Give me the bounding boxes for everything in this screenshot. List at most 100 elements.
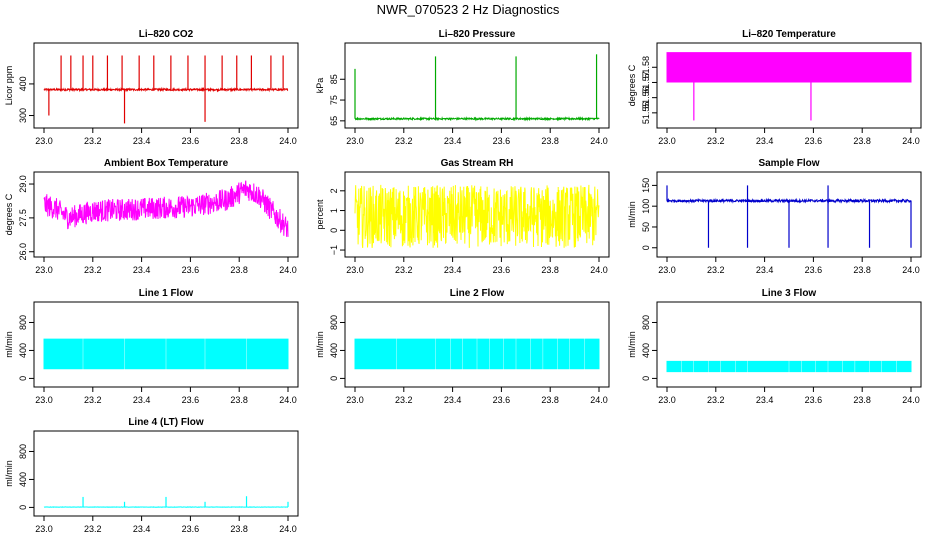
- x-tick-label: 23.6: [182, 395, 200, 405]
- panel-6: Sample Flow 23.0 23.2 23.4 23.6 23.8 24.0 0 50 10…: [627, 158, 922, 275]
- x-tick-label: 23.0: [35, 265, 53, 275]
- y-tick-label: 400: [18, 472, 28, 487]
- y-axis-label: degrees C: [627, 64, 637, 106]
- plot-frame: [33, 430, 299, 517]
- panel-title: Li–820 Temperature: [742, 29, 836, 40]
- y-tick-label: 29.0: [18, 175, 28, 193]
- data-series: [354, 116, 600, 122]
- plot-frame: [344, 171, 610, 258]
- data-series: [666, 52, 912, 83]
- data-series: [666, 197, 912, 204]
- y-axis-label: ml/min: [627, 331, 637, 358]
- y-tick-label: 50: [641, 222, 651, 232]
- y-tick-label: 26.0: [18, 243, 28, 261]
- y-axis-label: ml/min: [4, 331, 14, 358]
- figure-title: NWR_070523 2 Hz Diagnostics: [376, 2, 560, 17]
- x-axis: 23.0 23.2 23.4 23.6 23.8 24.0: [658, 257, 920, 275]
- panel-title: Ambient Box Temperature: [104, 158, 229, 169]
- y-axis-label: ml/min: [627, 201, 637, 228]
- plot-frame: [344, 42, 610, 129]
- data-series: [43, 180, 289, 237]
- y-axis: 65 75 85: [329, 74, 345, 126]
- x-tick-label: 23.8: [541, 136, 559, 146]
- x-tick-label: 23.6: [493, 265, 511, 275]
- x-tick-label: 24.0: [590, 136, 608, 146]
- y-tick-label: 51.58: [641, 56, 651, 79]
- y-axis: 0 400 800: [329, 315, 345, 381]
- x-tick-label: 23.4: [756, 395, 774, 405]
- y-tick-label: 51.57: [641, 71, 651, 94]
- y-tick-label: 800: [18, 315, 28, 330]
- plot-frame: [656, 301, 922, 388]
- x-tick-label: 23.2: [395, 395, 413, 405]
- x-axis: 23.0 23.2 23.4 23.6 23.8 24.0: [35, 516, 297, 534]
- y-axis: 0 400 800: [18, 315, 34, 381]
- y-axis-label: Licor ppm: [4, 66, 14, 106]
- x-tick-label: 24.0: [590, 395, 608, 405]
- panel-3: Li–820 Temperature 23.0 23.2 23.4 23.6 23.8 24…: [627, 29, 922, 146]
- y-axis: 0 400 800: [641, 315, 657, 381]
- x-tick-label: 24.0: [902, 265, 920, 275]
- y-tick-label: 800: [641, 315, 651, 330]
- x-tick-label: 23.2: [84, 395, 102, 405]
- y-tick-label: 400: [641, 343, 651, 358]
- panel-2: Li–820 Pressure 23.0 23.2 23.4 23.6 23.8 24.0 6…: [315, 29, 610, 146]
- y-tick-label: 0: [641, 245, 651, 250]
- y-tick-label: 75: [329, 95, 339, 105]
- x-axis: 23.0 23.2 23.4 23.6 23.8 24.0: [35, 128, 297, 146]
- x-tick-label: 23.6: [493, 395, 511, 405]
- x-tick-label: 24.0: [590, 265, 608, 275]
- x-tick-label: 23.4: [133, 524, 151, 534]
- plot-frame: [656, 42, 922, 129]
- x-tick-label: 24.0: [279, 136, 297, 146]
- x-tick-label: 23.8: [853, 136, 871, 146]
- x-tick-label: 23.4: [444, 265, 462, 275]
- x-tick-label: 23.8: [230, 265, 248, 275]
- x-tick-label: 23.0: [346, 395, 364, 405]
- panel-title: Li–820 CO2: [139, 29, 194, 40]
- plot-frame: [656, 171, 922, 258]
- plot-frame: [33, 301, 299, 388]
- x-tick-label: 23.6: [805, 395, 823, 405]
- x-tick-label: 24.0: [902, 136, 920, 146]
- x-tick-label: 23.0: [35, 395, 53, 405]
- x-tick-label: 23.0: [658, 136, 676, 146]
- y-axis: 0 400 800: [18, 444, 34, 510]
- panel-8: Line 2 Flow 23.0 23.2 23.4 23.6 23.8 24.0 0 400 8…: [315, 288, 610, 405]
- y-axis: 26.0 27.5 29.0: [18, 175, 34, 261]
- panel-title: Line 3 Flow: [762, 288, 817, 299]
- y-tick-label: 0: [329, 228, 339, 233]
- data-series: [354, 184, 600, 248]
- y-axis-label: ml/min: [4, 460, 14, 487]
- y-tick-label: 400: [18, 343, 28, 358]
- y-tick-label: 0: [18, 376, 28, 381]
- y-axis-label: degrees C: [4, 193, 14, 235]
- x-tick-label: 23.8: [230, 395, 248, 405]
- x-axis: 23.0 23.2 23.4 23.6 23.8 24.0: [346, 257, 608, 275]
- x-tick-label: 24.0: [279, 265, 297, 275]
- x-tick-label: 24.0: [279, 395, 297, 405]
- data-series: [666, 360, 912, 373]
- data-series: [354, 338, 600, 370]
- y-tick-label: 51.55: [641, 102, 651, 125]
- x-axis: 23.0 23.2 23.4 23.6 23.8 24.0: [35, 387, 297, 405]
- y-tick-label: 400: [18, 76, 28, 91]
- y-axis: 300 400: [18, 76, 34, 123]
- x-tick-label: 23.8: [853, 265, 871, 275]
- y-tick-label: 100: [641, 199, 651, 214]
- x-tick-label: 23.2: [84, 136, 102, 146]
- data-series: [43, 338, 289, 370]
- panel-title: Gas Stream RH: [441, 158, 514, 169]
- panel-title: Line 4 (LT) Flow: [128, 417, 204, 428]
- panel-title: Li–820 Pressure: [439, 29, 516, 40]
- x-tick-label: 23.4: [133, 395, 151, 405]
- x-tick-label: 23.6: [805, 265, 823, 275]
- y-tick-label: 65: [329, 116, 339, 126]
- plot-frame: [33, 171, 299, 258]
- x-axis: 23.0 23.2 23.4 23.6 23.8 24.0: [346, 387, 608, 405]
- panel-1: Li–820 CO2 23.0 23.2 23.4 23.6 23.8 24.0 300 400…: [4, 29, 299, 146]
- x-tick-label: 23.4: [133, 265, 151, 275]
- panel-5: Gas Stream RH 23.0 23.2 23.4 23.6 23.8 24.0 −1 0…: [315, 158, 610, 275]
